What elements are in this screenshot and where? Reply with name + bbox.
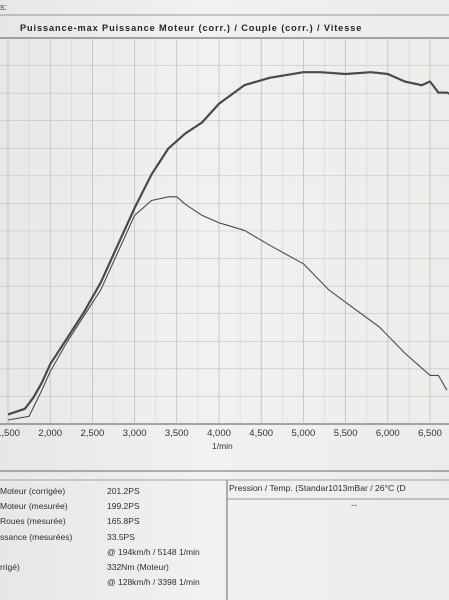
x-tick-label: 2,000	[38, 428, 63, 439]
result-value: @ 128km/h / 3398 1/min	[107, 577, 200, 588]
x-tick-label: 5,000	[291, 428, 316, 439]
x-tick-label: 2,500	[80, 428, 105, 439]
x-tick-label: 5,500	[333, 428, 358, 439]
pressure-temp-value: --	[351, 500, 357, 510]
series-line-1	[7, 196, 448, 421]
x-tick-label: 3,000	[122, 428, 147, 439]
result-value: 165.8PS	[107, 516, 140, 527]
result-value: 199.2PS	[107, 501, 140, 512]
x-tick-label: 4,500	[249, 428, 274, 439]
x-axis-unit: 1/min	[212, 441, 233, 451]
x-tick-label: 3,500	[164, 428, 189, 439]
results-table-lines	[0, 470, 449, 600]
x-tick-label: 1,500	[0, 428, 20, 439]
result-value: @ 194km/h / 5148 1/min	[107, 546, 200, 557]
pressure-temp-label: Pression / Temp. (Standar1013mBar / 26°C…	[229, 483, 406, 493]
series-line-0	[7, 71, 449, 416]
x-tick-label: 4,000	[207, 428, 231, 439]
x-tick-label: 6,500	[418, 428, 442, 439]
result-value: 201.2PS	[107, 486, 140, 496]
result-value: 33.5PS	[107, 531, 135, 542]
chart-title: Puissance-max Puissance Moteur (corr.) /…	[20, 23, 363, 33]
result-label: rrigé)	[0, 562, 20, 572]
x-tick-label: 6,000	[375, 428, 400, 439]
header-fragment: s:	[0, 2, 8, 12]
results-panel: Moteur (corrigée) 201.2PS Moteur (mesurée)…	[0, 470, 449, 600]
result-label: Moteur (corrigée)	[0, 486, 66, 496]
result-label: ssance (mesurées)	[0, 531, 73, 542]
result-value: 332Nm (Moteur)	[107, 562, 169, 572]
result-label: Moteur (mesurée)	[0, 501, 68, 512]
result-label: Roues (mesurée)	[0, 516, 66, 527]
